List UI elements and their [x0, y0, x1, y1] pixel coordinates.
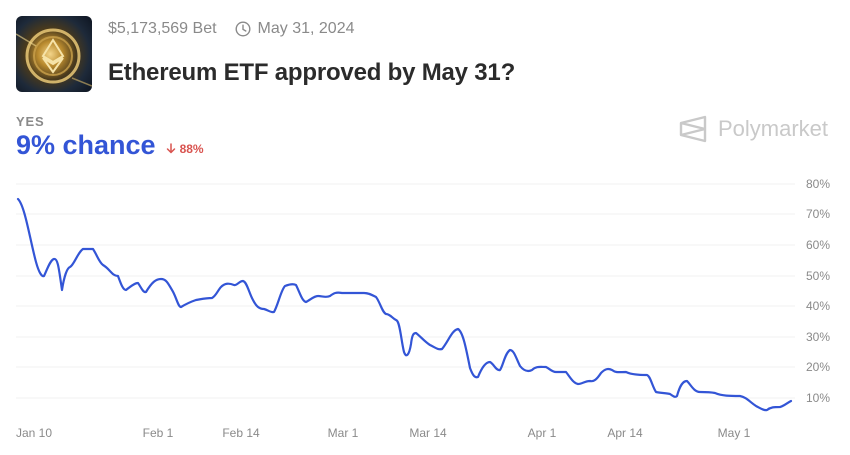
market-thumbnail — [16, 16, 92, 92]
polymarket-logo-icon — [679, 115, 707, 143]
polymarket-logo: Polymarket — [678, 114, 828, 144]
chart-gridlines — [16, 183, 795, 399]
end-date-label: May 31, 2024 — [257, 20, 355, 37]
y-tick-50: 50% — [806, 269, 831, 283]
x-tick-jan10: Jan 10 — [15, 426, 53, 440]
change-badge: 88% — [166, 142, 204, 156]
y-tick-60: 60% — [806, 238, 831, 252]
x-tick-apr14: Apr 14 — [607, 426, 643, 440]
x-tick-mar14: Mar 14 — [409, 426, 447, 440]
chart-line-yes — [16, 197, 793, 412]
market-title: Ethereum ETF approved by May 31? — [108, 59, 516, 86]
change-value: 88% — [179, 141, 204, 156]
x-tick-feb1: Feb 1 — [142, 426, 174, 440]
market-meta: $5,173,569 Bet May 31, 2024 — [108, 20, 355, 38]
arrow-down-icon — [166, 143, 175, 154]
chance-value: 9% chance — [16, 130, 156, 160]
x-tick-mar1: Mar 1 — [327, 426, 359, 440]
y-tick-40: 40% — [806, 299, 831, 313]
x-tick-may1: May 1 — [717, 426, 751, 440]
y-tick-20: 20% — [806, 360, 831, 374]
clock-icon — [235, 21, 251, 37]
x-tick-feb14: Feb 14 — [222, 426, 260, 440]
outcome-label: YES — [16, 114, 45, 129]
end-date: May 31, 2024 — [235, 20, 355, 38]
y-tick-70: 70% — [806, 207, 831, 221]
volume-label: $5,173,569 Bet — [108, 20, 217, 37]
y-tick-80: 80% — [806, 177, 831, 191]
y-tick-30: 30% — [806, 330, 831, 344]
brand-name: Polymarket — [718, 116, 829, 141]
x-tick-apr1: Apr 1 — [527, 426, 557, 440]
ethereum-coin-icon — [16, 28, 92, 87]
chance-display: 9% chance 88% — [16, 130, 204, 161]
price-chart[interactable] — [0, 170, 850, 455]
y-tick-10: 10% — [806, 391, 831, 405]
